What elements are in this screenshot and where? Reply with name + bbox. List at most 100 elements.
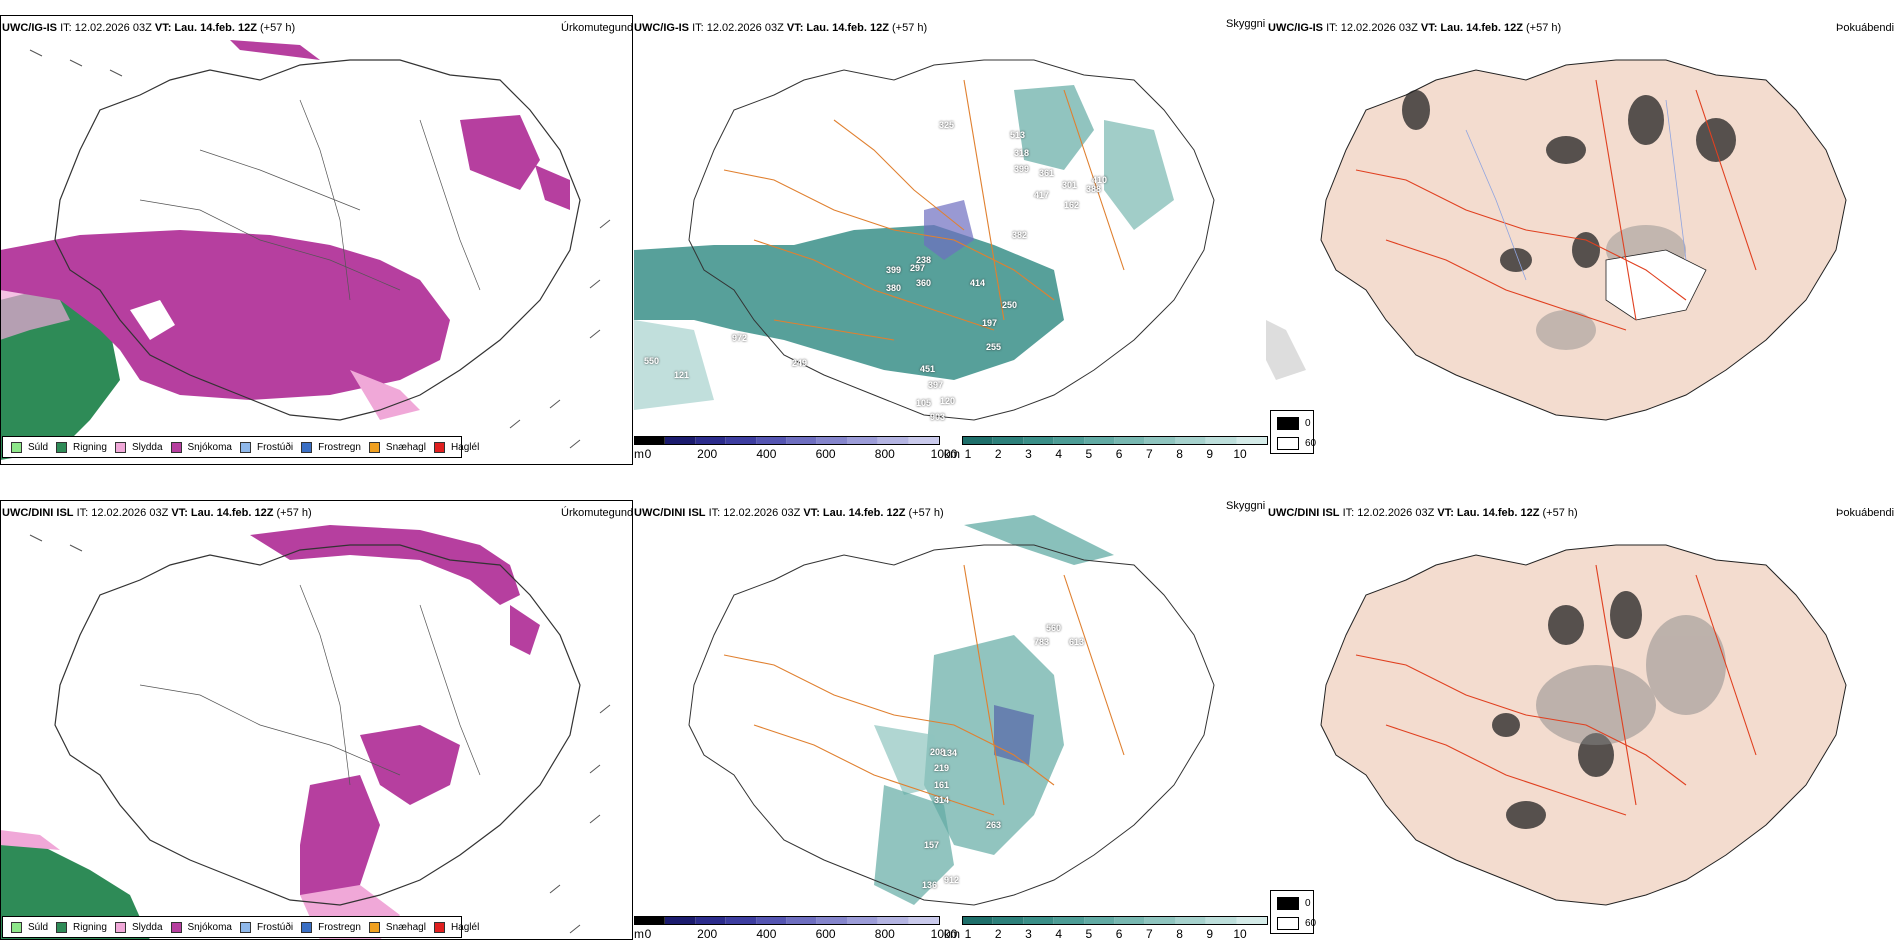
cloudbase-value: 263 xyxy=(986,820,1002,830)
legend-label: Snjókoma xyxy=(187,441,232,453)
fog-legend-1: 0 60 xyxy=(1270,410,1316,454)
legend-swatch xyxy=(114,441,126,453)
fog-map-2 xyxy=(1320,544,1847,906)
cloudbase-value: 314 xyxy=(934,795,950,805)
cloudbase-value: 297 xyxy=(910,263,926,273)
cloudbase-value: 161 xyxy=(934,780,950,790)
legend-swatch xyxy=(239,921,251,933)
legend-swatch xyxy=(301,441,313,453)
legend-item: Súld xyxy=(11,921,49,933)
cloudbase-value: 249 xyxy=(792,358,808,368)
legend-label: Súld xyxy=(28,441,49,453)
legend-swatch xyxy=(433,441,445,453)
precip-panel-1: UWC/IG-IS IT: 12.02.2026 03Z VT: Lau. 14… xyxy=(0,0,634,465)
legend-label: Rigning xyxy=(73,441,107,453)
legend-label: Slydda xyxy=(131,921,163,933)
fog-legend-2: 0 60 xyxy=(1270,890,1316,934)
tick-label: 6 xyxy=(1115,447,1123,461)
legend-item: Slydda xyxy=(114,921,163,933)
legend-item: Haglél xyxy=(433,441,480,453)
visibility-colorbar-2 xyxy=(962,916,1268,925)
tick-label: 3 xyxy=(1025,927,1032,941)
cloudbase-value: 613 xyxy=(1069,637,1085,647)
cloud-panel-2: UWC/DINI ISL IT: 12.02.2026 03Z VT: Lau.… xyxy=(634,485,1268,950)
legend-item: Rigning xyxy=(56,441,107,453)
fog-title-1: Þokuábendi xyxy=(1836,22,1895,34)
visibility-colorbar-1 xyxy=(962,436,1268,445)
tick-label: 9 xyxy=(1206,447,1214,461)
tick-label: 1 xyxy=(964,927,972,941)
tick-label: 800 xyxy=(874,927,895,941)
cloudbase-value: 197 xyxy=(982,318,998,328)
tick-label: 9 xyxy=(1206,927,1214,941)
tick-label: 400 xyxy=(756,927,777,941)
legend-item: Frostregn xyxy=(301,441,361,453)
tick-label: 200 xyxy=(697,927,718,941)
precip-title-2: Úrkomutegund xyxy=(561,507,634,519)
cloud-header-2: UWC/DINI ISL IT: 12.02.2026 03Z VT: Lau.… xyxy=(634,507,944,519)
legend-swatch xyxy=(170,441,182,453)
legend-swatch xyxy=(114,921,126,933)
cloudbase-value: 783 xyxy=(1034,637,1050,647)
cloudbase-value: 388 xyxy=(1086,184,1102,194)
cloudbase-value: 157 xyxy=(924,840,940,850)
legend-label: Frostregn xyxy=(318,441,361,453)
cloudbase-value: 903 xyxy=(930,412,946,422)
cloudbase-value: 134 xyxy=(942,748,958,758)
fog-header-2: UWC/DINI ISL IT: 12.02.2026 03Z VT: Lau.… xyxy=(1268,507,1578,519)
fog-header-1: UWC/IG-IS IT: 12.02.2026 03Z VT: Lau. 14… xyxy=(1268,22,1562,34)
precip-map-2 xyxy=(1,525,611,939)
tick-label: 7 xyxy=(1145,927,1153,941)
precip-map-frame-1 xyxy=(0,15,633,465)
visibility-unit-2: km xyxy=(944,927,960,941)
legend-swatch xyxy=(170,921,182,933)
cloud-panel-1: UWC/IG-IS IT: 12.02.2026 03Z VT: Lau. 14… xyxy=(634,0,1268,470)
legend-item: Haglél xyxy=(433,921,480,933)
legend-item: Frostúði xyxy=(239,441,293,453)
legend-label: Slydda xyxy=(131,441,163,453)
legend-swatch xyxy=(301,921,313,933)
cloudbase-value: 121 xyxy=(674,370,690,380)
cloudbase-value: 360 xyxy=(916,278,932,288)
tick-label: 200 xyxy=(697,447,718,461)
fog-title-2: Þokuábendi xyxy=(1836,507,1895,519)
legend-label: Haglél xyxy=(450,441,480,453)
tick-label: 1 xyxy=(964,447,972,461)
legend-swatch xyxy=(368,441,380,453)
legend-label: Rigning xyxy=(73,921,107,933)
cloudbase-value: 560 xyxy=(1046,623,1062,633)
precip-header-2: UWC/DINI ISL IT: 12.02.2026 03Z VT: Lau.… xyxy=(2,507,312,519)
tick-label: 4 xyxy=(1055,927,1062,941)
legend-swatch xyxy=(11,921,22,933)
legend-swatch xyxy=(368,921,380,933)
cloudbase-value: 162 xyxy=(1064,200,1080,210)
cloudbase-value: 219 xyxy=(934,763,950,773)
cloudbase-value: 301 xyxy=(1062,180,1078,190)
cloudbase-unit-2: m xyxy=(634,927,644,941)
precip-header-1: UWC/IG-IS IT: 12.02.2026 03Z VT: Lau. 14… xyxy=(2,22,296,34)
cloudbase-value: 361 xyxy=(1039,168,1055,178)
cloud-title-1: Skyggni xyxy=(1226,18,1266,30)
legend-label: Súld xyxy=(28,921,49,933)
tick-label: 800 xyxy=(874,447,895,461)
cloudbase-value: 417 xyxy=(1034,190,1050,200)
legend-label: Haglél xyxy=(450,921,480,933)
tick-label: 1000 xyxy=(930,927,958,941)
legend-label: Snjókoma xyxy=(187,921,232,933)
legend-swatch xyxy=(56,921,68,933)
tick-label: 3 xyxy=(1025,447,1032,461)
legend-item: Slydda xyxy=(114,441,163,453)
cloudbase-unit-1: m xyxy=(634,447,644,461)
cloudbase-value: 325 xyxy=(939,120,955,130)
cloudbase-value: 255 xyxy=(986,342,1002,352)
legend-label: Snæhagl xyxy=(385,921,426,933)
legend-item: Frostúði xyxy=(239,921,294,933)
cloudbase-value: 382 xyxy=(1012,230,1028,240)
legend-label: Frostúði xyxy=(256,921,294,933)
tick-label: 6 xyxy=(1115,927,1123,941)
iceland-outline xyxy=(54,59,581,421)
precip-map-1 xyxy=(1,40,611,460)
legend-swatch xyxy=(56,441,68,453)
cloudbase-value: 912 xyxy=(944,875,960,885)
cloudbase-value: 410 xyxy=(1092,175,1108,185)
